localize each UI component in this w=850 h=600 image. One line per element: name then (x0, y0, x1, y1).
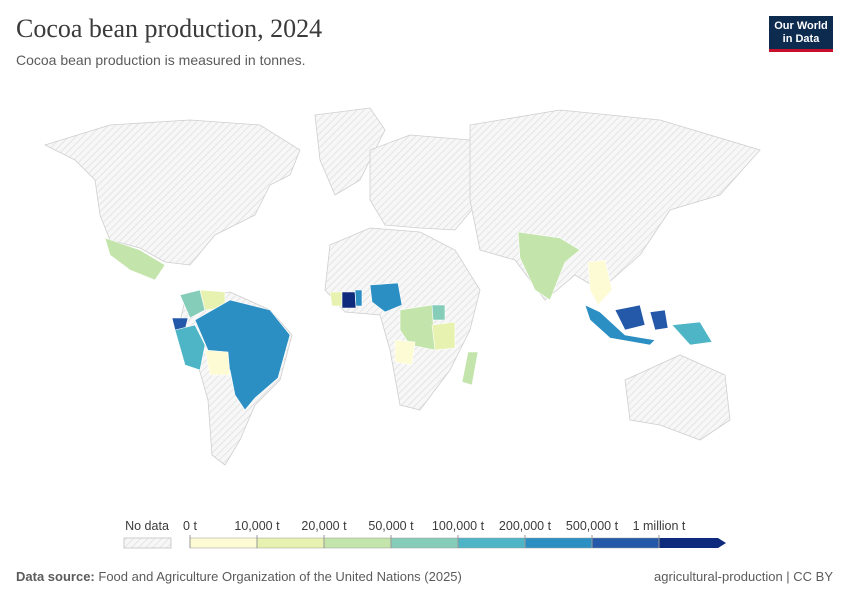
producing-countries (104, 231, 713, 411)
legend: No data 0 t 10,000 t 20,000 t 50,000 t 100,0… (123, 519, 726, 549)
legend-swatch (390, 537, 459, 549)
legend-tick-label: 20,000 t (301, 519, 347, 533)
legend-tick-label: 1 million t (633, 519, 686, 533)
no-data-swatch (123, 537, 172, 549)
logo[interactable]: Our World in Data (769, 16, 833, 52)
legend-swatch (457, 537, 526, 549)
land (43, 107, 761, 466)
source-label: Data source: (16, 569, 95, 584)
legend-tick-label: 10,000 t (234, 519, 280, 533)
source-text: Food and Agriculture Organization of the… (98, 569, 462, 584)
legend-tick-label: 0 t (183, 519, 197, 533)
subtitle: Cocoa bean production is measured in ton… (16, 52, 306, 68)
legend-tick-label: 50,000 t (368, 519, 414, 533)
title: Cocoa bean production, 2024 (16, 14, 323, 43)
source: Data source: Food and Agriculture Organi… (16, 569, 462, 584)
legend-swatch (591, 537, 660, 549)
legend-swatch (256, 537, 325, 549)
legend-tick-label: 100,000 t (432, 519, 485, 533)
legend-swatch (189, 537, 258, 549)
legend-swatch (323, 537, 392, 549)
logo-line: in Data (782, 33, 820, 45)
legend-tick-label: 200,000 t (499, 519, 552, 533)
logo-line: Our World (774, 20, 828, 32)
legend-swatch (659, 538, 726, 548)
no-data-label: No data (125, 519, 169, 533)
map (43, 107, 761, 466)
legend-swatch (524, 537, 593, 549)
legend-tick-label: 500,000 t (566, 519, 619, 533)
credit[interactable]: agricultural-production | CC BY (654, 569, 833, 584)
